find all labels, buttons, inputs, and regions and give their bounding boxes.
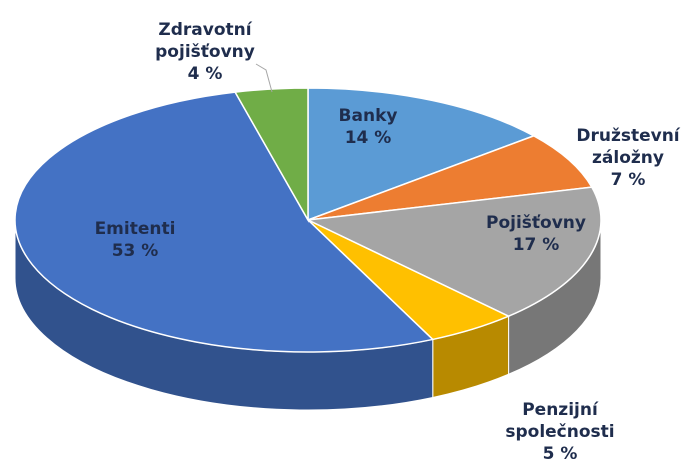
- slice-label: Emitenti 53 %: [73, 218, 198, 262]
- category-label: Družstevní záložny: [576, 126, 680, 168]
- slice: [307, 87, 536, 222]
- leader-line: [255, 63, 273, 93]
- slice: [307, 135, 594, 221]
- slice-label: Zdravotní pojišťovny 4 %: [143, 19, 268, 85]
- slice-label: Pojišťovny 17 %: [474, 212, 599, 256]
- slice-label: Banky 14 %: [306, 105, 431, 149]
- slice-label: Družstevní záložny 7 %: [566, 125, 686, 191]
- category-label: Pojišťovny: [486, 213, 586, 233]
- slice: [14, 91, 435, 353]
- value-label: 17 %: [512, 235, 560, 255]
- value-label: 14 %: [344, 128, 392, 148]
- category-label: Emitenti: [94, 219, 176, 239]
- value-label: 4 %: [187, 64, 223, 84]
- category-label: Zdravotní pojišťovny: [155, 20, 255, 62]
- slice-label: Penzijní společnosti 5 %: [498, 399, 623, 465]
- value-label: 7 %: [610, 170, 646, 190]
- value-label: 53 %: [111, 241, 159, 261]
- category-label: Penzijní společnosti: [505, 400, 615, 442]
- value-label: 5 %: [542, 444, 578, 464]
- slice: [305, 186, 602, 318]
- category-label: Banky: [338, 106, 398, 126]
